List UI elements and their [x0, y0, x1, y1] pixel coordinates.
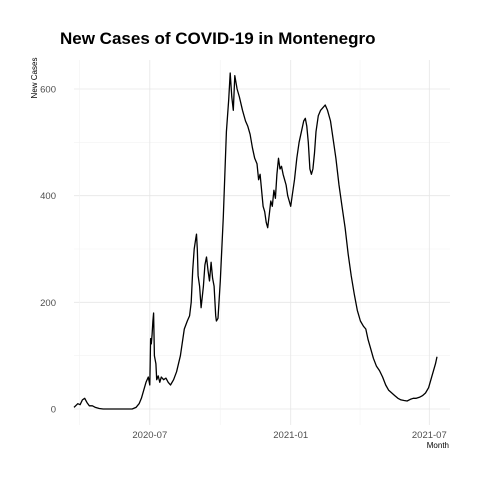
x-tick-label: 2021-01	[273, 430, 308, 441]
series-line-new-cases	[73, 72, 438, 410]
x-tick-label: 2020-07	[132, 430, 167, 441]
y-axis-title: New Cases	[30, 58, 39, 99]
x-tick-label: 2021-07	[412, 430, 447, 441]
x-axis: 2020-07 2021-01 2021-07	[132, 430, 446, 441]
chart-title: New Cases of COVID-19 in Montenegro	[60, 29, 376, 48]
x-axis-title: Month	[427, 441, 449, 450]
y-tick-label: 0	[51, 405, 56, 416]
grid-lines	[74, 60, 450, 425]
y-tick-label: 400	[40, 191, 56, 202]
y-tick-label: 200	[40, 298, 56, 309]
y-axis: 0 200 400 600	[40, 85, 56, 416]
y-tick-label: 600	[40, 85, 56, 96]
